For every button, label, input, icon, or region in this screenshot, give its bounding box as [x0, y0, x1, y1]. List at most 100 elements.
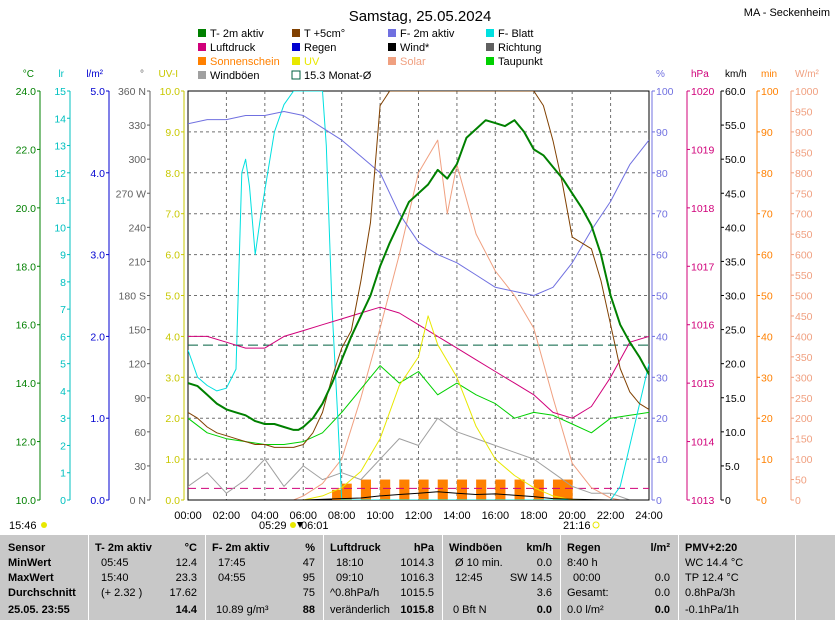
tick-label: 120	[128, 359, 146, 371]
tick-label: 2.0	[90, 331, 105, 343]
table-header: Regen	[567, 542, 601, 554]
legend-swatch	[486, 57, 494, 65]
legend-label: Wind*	[400, 42, 430, 54]
tick-label: 300	[795, 372, 813, 384]
table-cell: 14.4	[175, 604, 197, 616]
axis-unit: hPa	[691, 69, 709, 80]
series-line-t5cm	[188, 91, 649, 448]
tick-label: 8.0	[165, 168, 180, 180]
tick-label: 0	[761, 495, 767, 507]
table-cell: WC 14.4 °C	[685, 557, 744, 569]
legend-label: Regen	[304, 42, 336, 54]
grid	[187, 90, 650, 501]
tick-label: 90	[761, 127, 773, 139]
tick-label: 3.0	[90, 250, 105, 262]
x-tick-label: 06:00	[289, 510, 317, 522]
series-line-t2m	[188, 119, 649, 431]
tick-label: 1013	[691, 495, 715, 507]
tick-label: 550	[795, 270, 813, 282]
tick-label: 12.0	[16, 437, 37, 449]
tick-label: 900	[795, 127, 813, 139]
axis-unit: lr	[58, 69, 64, 80]
legend-label: Luftdruck	[210, 42, 256, 54]
tick-label: 30	[134, 461, 146, 473]
table-cell: 1015.8	[400, 604, 434, 616]
tick-label: 25.0	[725, 325, 746, 337]
tick-label: 14.0	[16, 378, 37, 390]
table-col-rain: Regen l/m² 8:40 h 00:00 0.0 Gesamt: 0.0 …	[561, 535, 678, 620]
sunshine-bar	[437, 479, 448, 500]
tick-label: 100	[795, 454, 813, 466]
axis-unit: °C	[23, 69, 34, 80]
table-col-t2m: T- 2m aktiv °C 05:45 12.4 15:40 23.3 (+ …	[89, 535, 205, 620]
tick-label: 35.0	[725, 256, 746, 268]
tick-label: 1014	[691, 437, 715, 449]
legend-label: F- Blatt	[498, 28, 533, 40]
tick-label: 9	[60, 250, 66, 262]
table-cell: 10.89 g/m³	[216, 604, 269, 616]
table-unit: km/h	[526, 542, 552, 554]
series-line-uv	[303, 315, 649, 500]
legend-swatch	[198, 71, 206, 79]
series-line-solar	[293, 139, 621, 500]
legend-swatch	[292, 57, 300, 65]
tick-label: 14	[54, 113, 66, 125]
tick-label: 1018	[691, 203, 715, 215]
x-tick-label: 08:00	[328, 510, 356, 522]
legend-swatch	[292, 29, 300, 37]
table-cell: 00:00	[573, 572, 601, 584]
day-length: 15:46	[9, 520, 37, 532]
axis-unit: min	[761, 69, 777, 80]
legend-label: T- 2m aktiv	[210, 28, 264, 40]
legend-label: 15.3 Monat-Ø	[304, 70, 372, 82]
tick-label: 350	[795, 352, 813, 364]
tick-label: 40.0	[725, 222, 746, 234]
tick-label: 30	[761, 372, 773, 384]
tick-label: 2	[60, 440, 66, 452]
tick-label: 10.0	[725, 427, 746, 439]
table-cell: 0.0	[536, 604, 552, 616]
table-cell: veränderlich	[330, 604, 390, 616]
tick-label: 18.0	[16, 261, 37, 273]
tick-label: 100	[761, 86, 779, 98]
tick-label: 13	[54, 141, 66, 153]
sunshine-bar	[456, 479, 468, 500]
table-cell: 12.4	[175, 557, 197, 569]
legend-label: T +5cm°	[304, 28, 345, 40]
sunshine-bar	[341, 483, 352, 500]
axis-unit: l/m²	[86, 69, 103, 80]
legend: T- 2m aktiv T +5cm° F- 2m aktiv F- Blatt Luf…	[198, 28, 543, 82]
tick-label: 45.0	[725, 188, 746, 200]
tick-label: 60	[134, 427, 146, 439]
axis-unit: °	[140, 69, 144, 80]
x-tick-label: 16:00	[482, 510, 510, 522]
table-header: PMV+2:20	[685, 542, 738, 554]
legend-label: UV	[304, 56, 320, 68]
tick-label: 70	[761, 209, 773, 221]
table-cell: 18:10	[336, 557, 364, 569]
tick-label: 200	[795, 413, 813, 425]
tick-label: 10	[656, 454, 668, 466]
sunshine-bar	[380, 479, 391, 500]
tick-label: 16.0	[16, 320, 37, 332]
legend-label: Richtung	[498, 42, 541, 54]
table-col-wind: Windböen km/h Ø 10 min. 0.0 12:45 SW 14.…	[443, 535, 560, 620]
table-unit: hPa	[413, 542, 434, 554]
tick-label: 60.0	[725, 86, 746, 98]
x-tick-label: 04:00	[251, 510, 279, 522]
table-cell: 47	[302, 557, 315, 569]
tick-label: 10.0	[16, 495, 37, 507]
series-line-pressure	[188, 306, 649, 419]
row-label-avg: Durchschnitt	[8, 587, 76, 599]
sunshine-bar	[332, 489, 343, 500]
sunshine-bar	[418, 479, 429, 500]
x-tick-label: 22:00	[597, 510, 625, 522]
tick-label: 20.0	[16, 203, 37, 215]
tick-label: 950	[795, 106, 813, 118]
x-tick-label: 00:00	[174, 510, 202, 522]
legend-label: Sonnenschein	[210, 56, 280, 68]
tick-label: 2.0	[165, 413, 180, 425]
tick-label: 400	[795, 331, 813, 343]
table-header: Sensor	[8, 542, 46, 554]
tick-label: 0.0	[165, 495, 180, 507]
